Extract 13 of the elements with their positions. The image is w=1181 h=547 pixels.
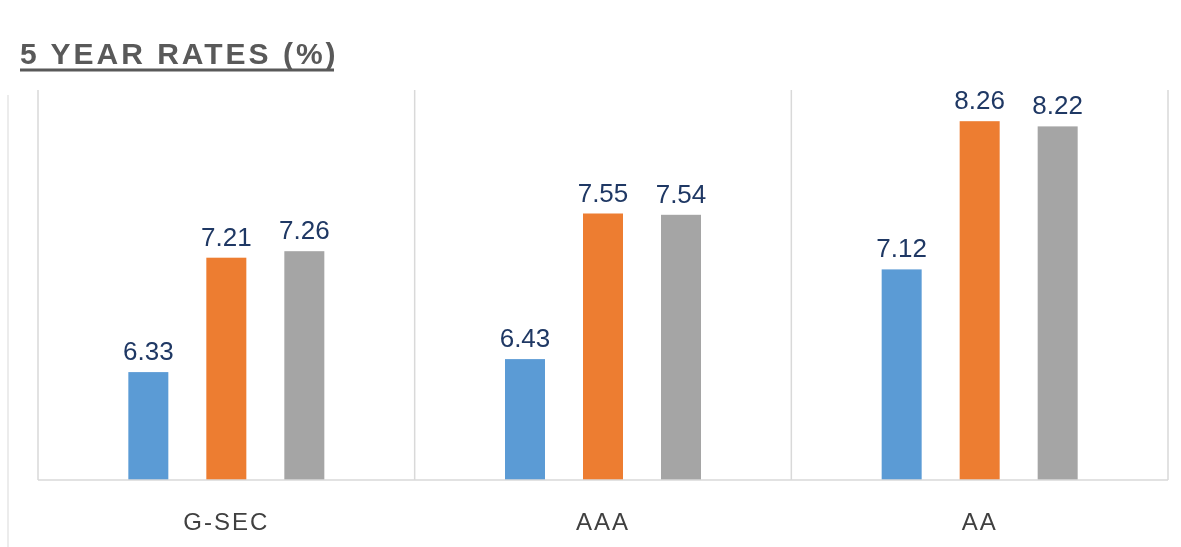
x-tick-label: G-SEC: [183, 508, 270, 535]
x-tick-label: AA: [961, 508, 998, 535]
data-label: 7.26: [279, 215, 330, 246]
data-label: 6.43: [499, 323, 551, 354]
data-label: 7.21: [201, 221, 252, 252]
data-label: 6.33: [123, 336, 174, 367]
data-label: 7.12: [876, 233, 927, 264]
chart-title: 5 YEAR RATES (%): [20, 37, 339, 70]
data-label: 7.54: [655, 178, 707, 209]
data-label: 7.55: [577, 177, 629, 208]
data-label: 8.26: [954, 85, 1005, 116]
data-label: 8.22: [1032, 90, 1083, 121]
x-tick-label: AAA: [575, 508, 631, 535]
